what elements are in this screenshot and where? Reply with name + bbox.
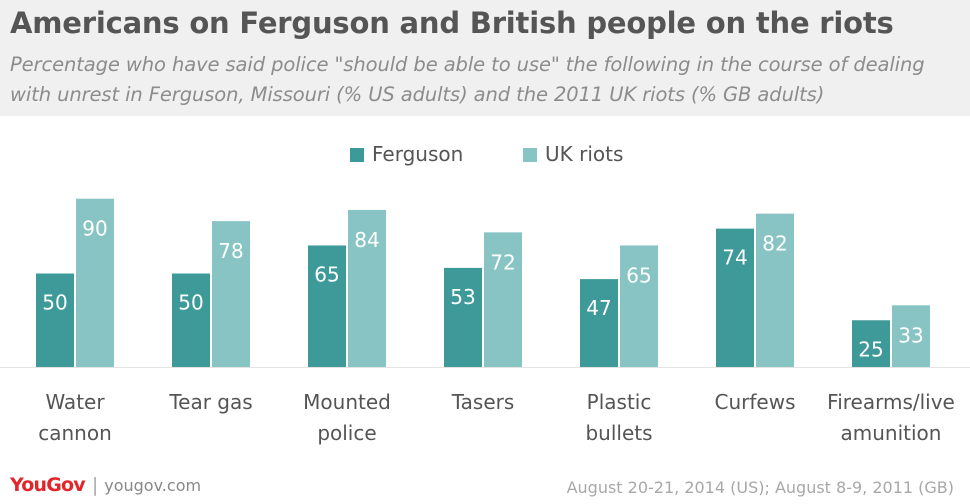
category-label-5-0: Curfews	[715, 390, 796, 414]
data-label-ferguson-6: 25	[858, 337, 883, 361]
data-label-uk-riots-4: 65	[626, 263, 651, 287]
bar-uk-riots-6	[892, 305, 930, 367]
bar-ferguson-3	[444, 267, 482, 367]
chart-title: Americans on Ferguson and British people…	[10, 6, 894, 40]
bar-ferguson-5	[716, 228, 754, 367]
category-label-6-1: amunition	[841, 421, 942, 445]
bar-ferguson-6	[852, 320, 890, 367]
bar-uk-riots-4	[620, 245, 658, 367]
category-label-2-0: Mounted	[303, 390, 391, 414]
bar-uk-riots-0	[76, 198, 114, 367]
yougov-branding: YouGov | yougov.com	[10, 474, 201, 500]
legend-label-0: Ferguson	[372, 142, 463, 166]
data-label-uk-riots-6: 33	[898, 323, 923, 347]
bar-ferguson-0	[36, 273, 74, 367]
yougov-url: yougov.com	[104, 476, 202, 495]
bar-uk-riots-5	[756, 213, 794, 367]
bar-uk-riots-1	[212, 221, 250, 367]
data-label-uk-riots-3: 72	[490, 250, 515, 274]
category-label-4-0: Plastic	[587, 390, 652, 414]
bar-uk-riots-3	[484, 232, 522, 367]
yougov-logo: YouGov	[10, 474, 86, 496]
category-label-1-0: Tear gas	[168, 390, 252, 414]
bar-uk-riots-2	[348, 209, 386, 367]
category-label-3-0: Tasers	[451, 390, 515, 414]
bar-ferguson-1	[172, 273, 210, 367]
legend-label-1: UK riots	[545, 142, 623, 166]
bar-ferguson-2	[308, 245, 346, 367]
data-label-ferguson-5: 74	[722, 246, 747, 270]
data-label-uk-riots-0: 90	[82, 217, 107, 241]
data-label-uk-riots-1: 78	[218, 239, 243, 263]
data-label-ferguson-4: 47	[586, 296, 611, 320]
bar-ferguson-4	[580, 279, 618, 367]
legend-swatch-0	[350, 148, 364, 162]
category-label-6-0: Firearms/live	[827, 390, 955, 414]
data-label-uk-riots-5: 82	[762, 232, 787, 256]
logo-divider: |	[91, 474, 99, 496]
category-label-2-1: police	[317, 421, 376, 445]
data-label-ferguson-2: 65	[314, 262, 339, 286]
data-label-ferguson-3: 53	[450, 285, 475, 309]
legend-swatch-1	[523, 148, 537, 162]
category-label-4-1: bullets	[585, 421, 652, 445]
chart-subtitle: Percentage who have said police "should …	[10, 53, 925, 106]
category-label-0-0: Water	[45, 390, 105, 414]
category-label-0-1: cannon	[38, 421, 112, 445]
source-dates: August 20-21, 2014 (US); August 8-9, 201…	[566, 478, 954, 497]
data-label-uk-riots-2: 84	[354, 228, 379, 252]
chart-header: Americans on Ferguson and British people…	[0, 0, 970, 116]
bar-chart: Ferguson UK riots 50 90 Water cannon 50 78 Tear …	[0, 142, 970, 445]
data-label-ferguson-1: 50	[178, 291, 203, 315]
data-label-ferguson-0: 50	[42, 291, 67, 315]
